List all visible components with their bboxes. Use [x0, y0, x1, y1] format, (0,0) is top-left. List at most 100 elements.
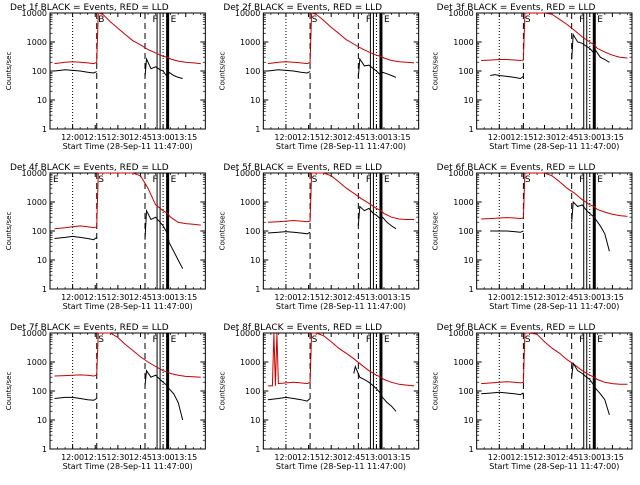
events-series-line [267, 205, 397, 235]
lld-series-line [267, 12, 415, 65]
lld-series-line [54, 332, 201, 378]
x-axis-label: Start Time (28-Sep-11 11:47:00) [489, 142, 619, 151]
x-tick-label: 12:45 [556, 293, 579, 302]
region-label: E [384, 175, 390, 185]
x-tick-label: 13:00 [152, 453, 175, 462]
x-tick-label: 12:45 [129, 293, 152, 302]
y-tick-label: 1000 [240, 198, 260, 207]
y-tick-label: 10000 [235, 9, 260, 18]
region-label: E [53, 175, 59, 185]
x-axis-label: Start Time (28-Sep-11 11:47:00) [276, 462, 406, 471]
y-tick-label: 1000 [27, 38, 47, 47]
plot-frame [262, 172, 420, 290]
x-tick-label: 12:30 [320, 293, 343, 302]
x-tick-label: 13:15 [388, 453, 411, 462]
y-tick-label: 1 [469, 445, 474, 454]
plot-frame [49, 172, 206, 290]
x-tick-label: 13:00 [578, 133, 601, 142]
y-tick-label: 10 [250, 416, 260, 425]
region-label: S [98, 335, 104, 345]
y-tick-label: 1 [42, 125, 47, 134]
y-axis-label: Counts/sec [5, 212, 13, 251]
y-tick-label: 100 [458, 387, 473, 396]
x-tick-label: 12:45 [342, 133, 365, 142]
y-tick-label: 10 [37, 416, 47, 425]
plot-frame [262, 12, 420, 130]
y-tick-label: 10000 [448, 9, 473, 18]
region-label: E [171, 335, 177, 345]
detector-panel-7: Det 7f BLACK = Events, RED = LLD 1 10 100 10… [5, 323, 206, 471]
lld-series-line [481, 12, 628, 62]
y-tick-label: 100 [32, 387, 47, 396]
y-tick-label: 1 [255, 285, 260, 294]
x-tick-label: 13:00 [578, 293, 601, 302]
x-tick-label: 12:45 [342, 293, 365, 302]
y-axis-label: Counts/sec [5, 52, 13, 91]
events-series-line [267, 364, 397, 412]
region-label: F [153, 15, 158, 25]
y-tick-label: 1 [469, 285, 474, 294]
detector-panel-6: Det 6f BLACK = Events, RED = LLD 1 10 100 10… [432, 163, 633, 311]
region-label: F [579, 335, 584, 345]
y-tick-label: 10 [250, 96, 260, 105]
x-tick-label: 13:00 [578, 453, 601, 462]
y-tick-label: 100 [245, 227, 260, 236]
region-label: E [171, 175, 177, 185]
x-tick-label: 13:15 [174, 133, 197, 142]
region-label: E [597, 15, 603, 25]
panel-title: Det 2f BLACK = Events, RED = LLD [223, 3, 382, 13]
detector-panel-9: Det 9f BLACK = Events, RED = LLD 1 10 100 10… [432, 323, 633, 471]
x-tick-label: 12:45 [556, 453, 579, 462]
y-tick-label: 1000 [240, 358, 260, 367]
region-label: F [366, 15, 371, 25]
lld-series-line [54, 12, 201, 65]
x-tick-label: 13:00 [365, 293, 388, 302]
y-tick-label: 100 [458, 227, 473, 236]
region-label: F [153, 335, 158, 345]
events-series-line [481, 361, 610, 416]
region-label: S [312, 175, 318, 185]
region-label: B [98, 15, 104, 25]
detector-panel-4: Det 4f BLACK = Events, RED = LLD 1 10 100 10… [5, 163, 206, 311]
x-tick-label: 12:00 [61, 453, 84, 462]
lld-series-line [481, 172, 628, 220]
x-tick-label: 12:30 [533, 293, 556, 302]
x-tick-label: 13:15 [388, 293, 411, 302]
y-tick-label: 1000 [240, 38, 260, 47]
plot-frame [49, 12, 206, 130]
x-tick-label: 12:15 [297, 133, 320, 142]
x-tick-label: 12:30 [320, 453, 343, 462]
y-axis-label: Counts/sec [5, 372, 13, 411]
x-tick-label: 13:00 [152, 293, 175, 302]
y-axis-label: Counts/sec [432, 372, 440, 411]
region-label: F [579, 15, 584, 25]
y-tick-label: 10 [463, 96, 473, 105]
x-tick-label: 12:30 [106, 293, 129, 302]
x-tick-label: 12:00 [274, 133, 297, 142]
x-tick-label: 12:00 [488, 293, 511, 302]
panel-title: Det 7f BLACK = Events, RED = LLD [10, 323, 169, 333]
detector-panel-8: Det 8f BLACK = Events, RED = LLD 1 10 100 10… [218, 323, 420, 471]
y-tick-label: 1 [42, 445, 47, 454]
x-tick-label: 13:00 [152, 133, 175, 142]
x-axis-label: Start Time (28-Sep-11 11:47:00) [63, 142, 193, 151]
x-tick-label: 13:15 [601, 293, 624, 302]
x-tick-label: 13:15 [601, 453, 624, 462]
region-label: F [153, 175, 158, 185]
y-tick-label: 1000 [27, 198, 47, 207]
x-tick-label: 12:45 [556, 133, 579, 142]
y-tick-label: 10000 [448, 329, 473, 338]
x-tick-label: 13:15 [601, 133, 624, 142]
x-tick-label: 12:30 [533, 453, 556, 462]
plot-frame [262, 332, 420, 450]
y-tick-label: 10 [250, 256, 260, 265]
detector-panel-3: Det 3f BLACK = Events, RED = LLD 1 10 100 10… [432, 3, 633, 151]
plot-frame [476, 12, 633, 130]
x-tick-label: 12:00 [488, 133, 511, 142]
plot-frame [476, 332, 633, 450]
y-tick-label: 1 [255, 125, 260, 134]
y-tick-label: 10000 [22, 169, 47, 178]
x-tick-label: 13:15 [174, 293, 197, 302]
